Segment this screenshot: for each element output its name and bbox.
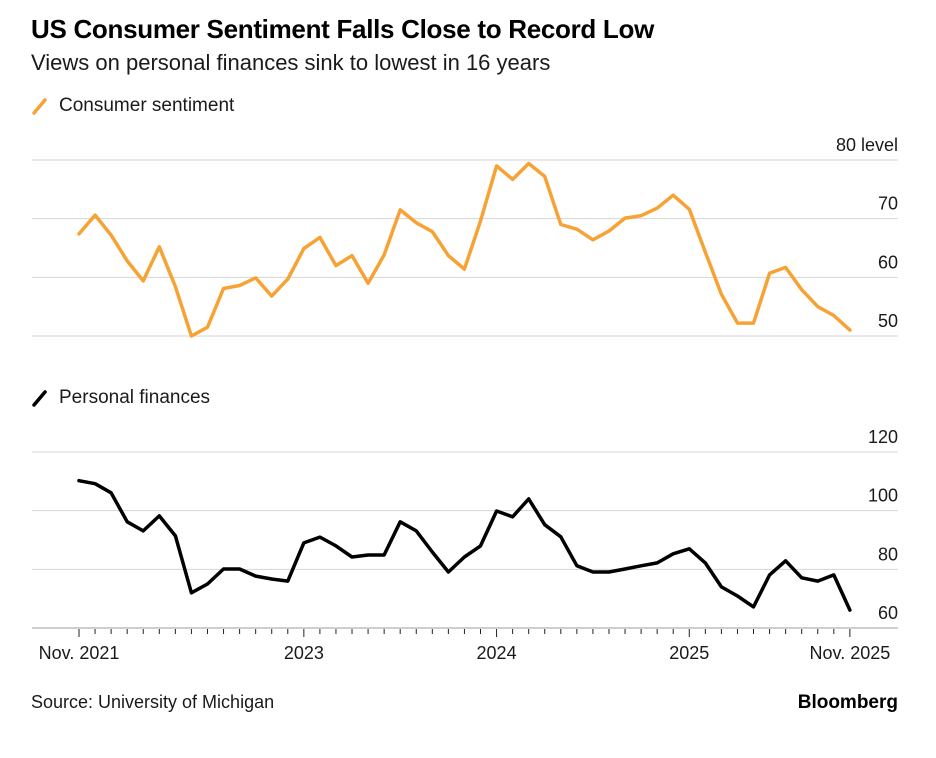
source-note: Source: University of Michigan xyxy=(31,692,275,712)
legend-label-sentiment: Consumer sentiment xyxy=(59,95,235,116)
series-line-personal-finances xyxy=(77,478,852,612)
legend-label-finances: Personal finances xyxy=(59,387,211,408)
series-line-consumer-sentiment xyxy=(77,161,852,338)
finances-y-axis: 60 80 100 120 xyxy=(868,427,898,623)
y-tick-label: 50 xyxy=(878,311,898,331)
sentiment-plot xyxy=(77,161,852,338)
y-tick-label: 60 xyxy=(878,252,898,272)
finances-gridlines xyxy=(32,451,898,629)
brand-logo: Bloomberg xyxy=(797,692,898,713)
finances-plot xyxy=(77,478,852,612)
y-tick-label: 60 xyxy=(878,603,898,623)
y-tick-label: 80 xyxy=(878,544,898,564)
y-tick-label: 120 xyxy=(868,427,898,447)
x-tick-label: Nov. 2021 xyxy=(39,643,120,663)
x-tick-label: 2025 xyxy=(669,643,709,663)
chart-subtitle: Views on personal finances sink to lowes… xyxy=(31,50,551,75)
sentiment-gridlines xyxy=(32,159,898,337)
y-tick-label: 100 xyxy=(868,486,898,506)
y-tick-label: 80 level xyxy=(836,135,898,155)
x-tick-label: 2023 xyxy=(284,643,324,663)
x-tick-label: Nov. 2025 xyxy=(810,643,891,663)
y-tick-label: 70 xyxy=(878,194,898,214)
legend-consumer-sentiment: Consumer sentiment xyxy=(31,95,234,117)
x-axis: Nov. 2021 2023 2024 2025 Nov. 2025 xyxy=(39,629,891,663)
sentiment-y-axis: 50 60 70 80 level xyxy=(836,135,898,331)
legend-personal-finances: Personal finances xyxy=(31,387,210,409)
legend-swatch-sentiment-icon xyxy=(32,98,47,115)
x-tick-label: 2024 xyxy=(477,643,517,663)
legend-swatch-finances-icon xyxy=(32,390,47,407)
chart-title: US Consumer Sentiment Falls Close to Rec… xyxy=(31,14,655,44)
